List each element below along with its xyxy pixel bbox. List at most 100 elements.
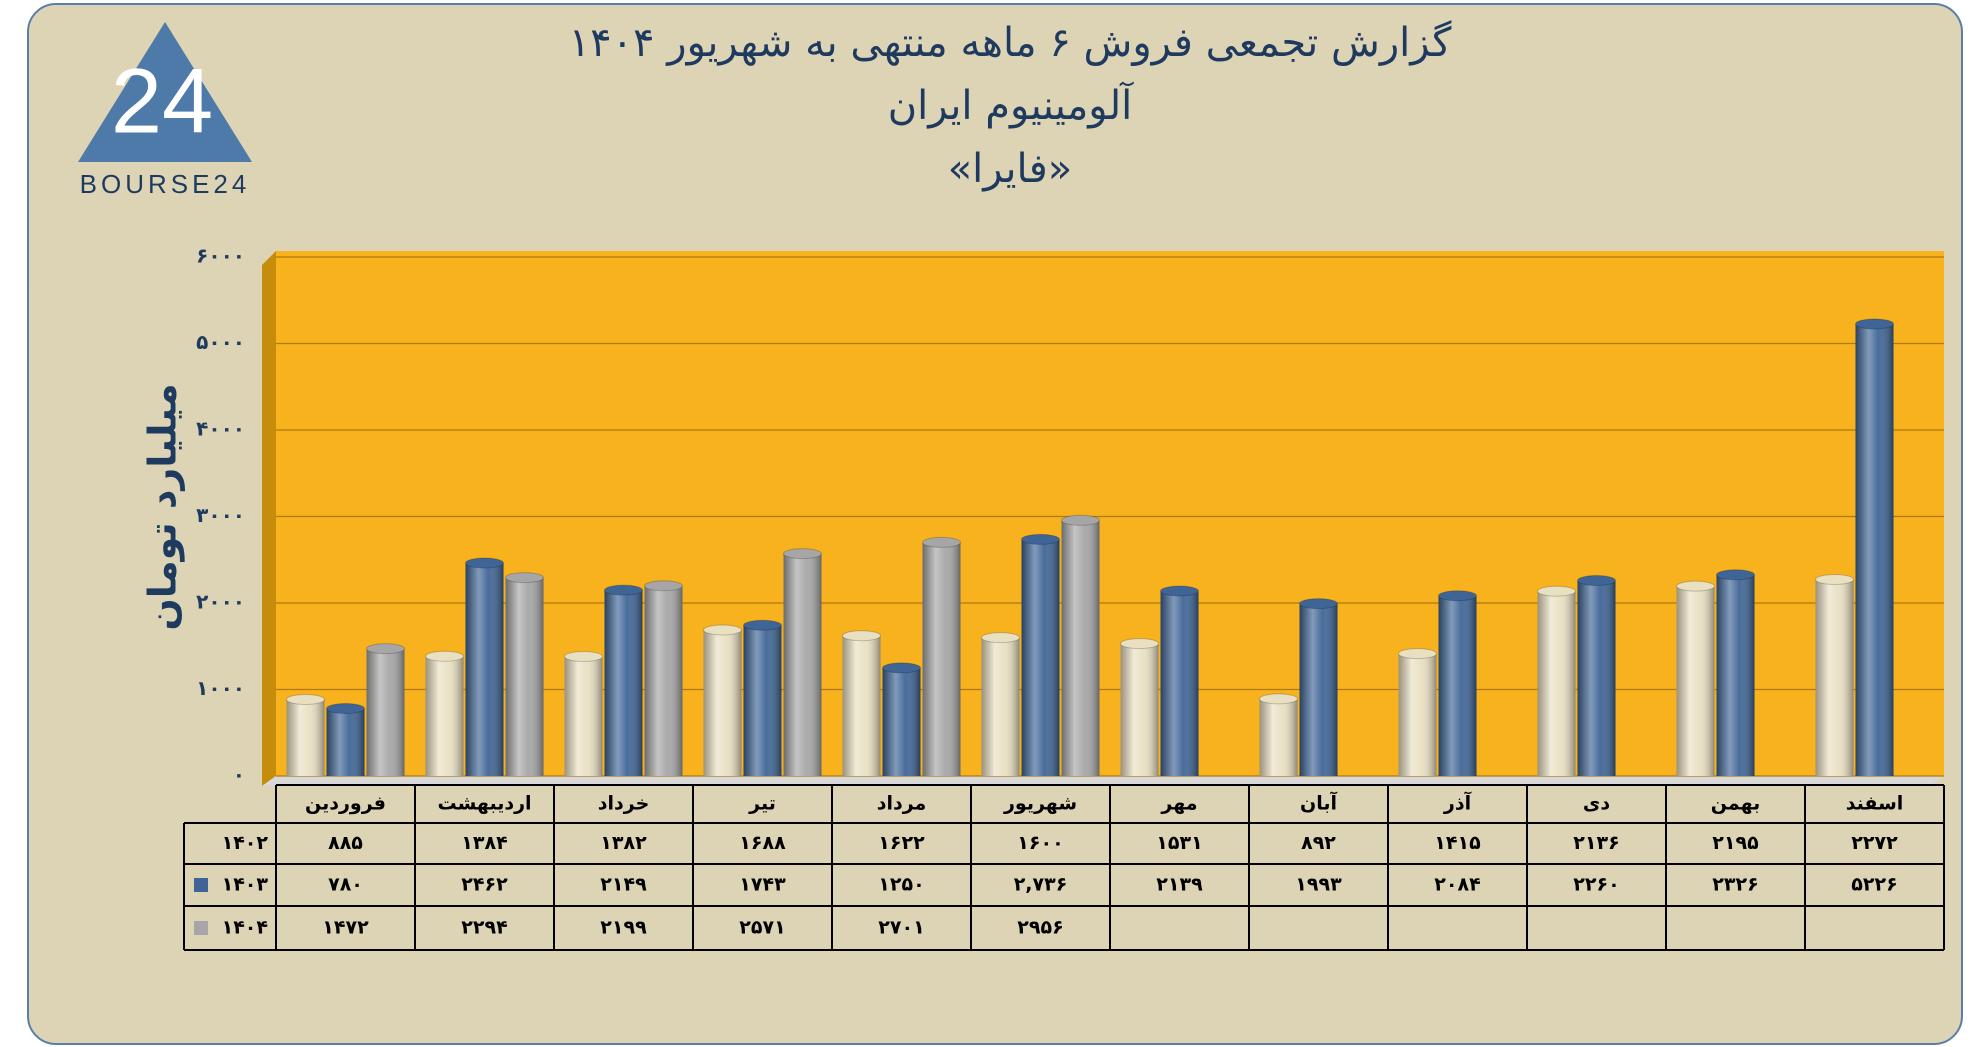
data-label: ۲۲۷۲ (1851, 832, 1898, 854)
bar-shade (366, 648, 405, 776)
legend-swatch (194, 921, 208, 935)
data-label: ۲۱۹۹ (600, 917, 647, 939)
bar-shade (1299, 603, 1338, 776)
x-tick-label: مرداد (877, 793, 927, 815)
bar-top (703, 624, 742, 636)
bar-shade (1855, 323, 1894, 776)
bar-shade (1398, 653, 1437, 776)
data-label: ۲,۷۳۶ (1014, 874, 1068, 896)
data-label: ۲۷۰۱ (878, 917, 924, 939)
bar-shade (644, 585, 683, 776)
bar-shade (505, 577, 544, 776)
bar-top (505, 572, 544, 584)
data-label: ۲۱۳۹ (1156, 874, 1203, 896)
logo-mark: 24 (111, 50, 213, 152)
x-tick-label: فروردین (305, 793, 386, 815)
logo-text: BOURSE24 (80, 169, 251, 199)
bar-top (1259, 693, 1298, 705)
x-tick-label: اسفند (1846, 793, 1904, 815)
bar-shade (1815, 579, 1854, 776)
bar-top (1537, 585, 1576, 597)
side-wall (262, 251, 276, 786)
bar-top (743, 619, 782, 631)
data-label: ۱۴۱۵ (1434, 832, 1481, 854)
data-label: ۲۴۶۲ (461, 874, 508, 896)
data-label: ۱۹۹۳ (1295, 874, 1342, 896)
data-label: ۲۲۶۰ (1573, 874, 1619, 896)
chart-subtitle: آلومینیوم ایران (888, 81, 1134, 129)
bar-top (465, 557, 504, 569)
bar-shade (326, 708, 365, 776)
bar-shade (783, 553, 822, 776)
bar-top (1398, 648, 1437, 660)
bar-shade (1120, 643, 1159, 776)
legend-label: ۱۴۰۲ (222, 832, 269, 854)
bar-shade (425, 656, 464, 776)
bar-top (981, 632, 1020, 644)
chart-title: گزارش تجمعی فروش ۶ ماهه منتهی به شهریور … (569, 20, 1453, 66)
data-label: ۱۷۴۳ (739, 874, 786, 896)
data-label: ۲۱۳۶ (1573, 832, 1619, 854)
bar-top (326, 703, 365, 715)
bar-top (1716, 569, 1755, 581)
bar-top (286, 693, 325, 705)
data-label: ۲۵۷۱ (739, 917, 785, 939)
chart-subtitle: «فایرا» (948, 146, 1073, 192)
bar-top (366, 643, 405, 655)
bar-top (922, 536, 961, 548)
bar-top (1299, 598, 1338, 610)
bar-top (1438, 590, 1477, 602)
y-tick-label: ۰ (233, 763, 245, 787)
bar-shade (981, 637, 1020, 776)
bar-top (1061, 514, 1100, 526)
bar-shade (1160, 590, 1199, 776)
bar-top (1577, 575, 1616, 587)
bar-shade (703, 629, 742, 776)
bar-shade (604, 590, 643, 776)
x-tick-label: بهمن (1711, 793, 1761, 815)
bar-top (604, 584, 643, 596)
x-tick-label: آبان (1300, 791, 1337, 815)
legend-label: ۱۴۰۳ (222, 874, 269, 896)
bar-top (1120, 638, 1159, 650)
logo-triangle (78, 22, 252, 162)
bar-shade (1537, 591, 1576, 776)
x-tick-label: خرداد (598, 793, 650, 815)
bar-top (425, 650, 464, 662)
data-label: ۸۹۲ (1301, 832, 1336, 854)
data-label: ۲۹۵۶ (1017, 917, 1063, 939)
x-tick-label: شهریور (1003, 793, 1077, 815)
x-tick-label: اردیبهشت (437, 793, 531, 815)
data-label: ۱۶۰۰ (1017, 832, 1063, 854)
logo: 24 BOURSE24 (78, 22, 252, 199)
data-label: ۲۲۹۴ (461, 917, 507, 939)
bar-shade (882, 667, 921, 776)
y-tick-label: ۶۰۰۰ (196, 244, 245, 268)
bar-shade (842, 635, 881, 776)
bar-top (882, 662, 921, 674)
bar-top (1815, 573, 1854, 585)
data-label: ۱۵۳۱ (1156, 832, 1202, 854)
legend-swatch (194, 878, 208, 892)
bar-shade (1259, 698, 1298, 776)
data-label: ۵۲۲۶ (1851, 874, 1897, 896)
data-label: ۲۱۴۹ (600, 874, 647, 896)
data-label: ۲۳۲۶ (1712, 874, 1758, 896)
y-axis-label: میلیارد تومان (141, 383, 185, 630)
bar-shade (286, 699, 325, 776)
bar-shade (1021, 539, 1060, 776)
bar-shade (743, 625, 782, 776)
x-tick-label: آذر (1443, 791, 1472, 815)
data-label: ۱۲۵۰ (878, 874, 924, 896)
data-label: ۲۰۸۴ (1434, 874, 1480, 896)
bar-top (1021, 533, 1060, 545)
bar-top (564, 650, 603, 662)
bar-shade (1577, 580, 1616, 776)
bar-top (842, 630, 881, 642)
y-tick-label: ۵۰۰۰ (196, 330, 245, 354)
data-label: ۱۶۲۲ (878, 832, 925, 854)
data-label: ۱۴۷۲ (322, 917, 369, 939)
bar-shade (922, 542, 961, 776)
bar-top (1855, 318, 1894, 330)
